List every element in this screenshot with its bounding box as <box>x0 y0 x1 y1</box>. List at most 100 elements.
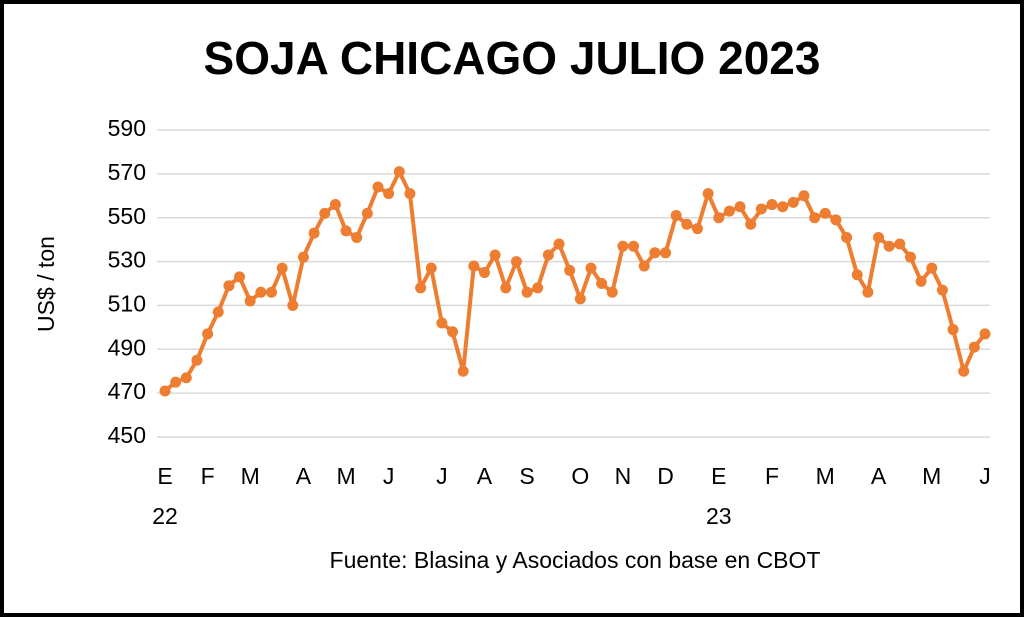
point <box>180 372 192 384</box>
point <box>170 376 182 388</box>
y-tick-label: 450 <box>108 422 146 448</box>
point <box>958 365 970 377</box>
point <box>670 210 682 222</box>
point <box>617 240 629 252</box>
point <box>862 286 874 298</box>
point <box>340 225 352 237</box>
y-tick-label: 590 <box>108 115 146 141</box>
y-tick-label: 510 <box>108 291 146 317</box>
point <box>585 262 597 274</box>
point <box>329 199 341 211</box>
x-tick-label: F <box>765 463 779 489</box>
point <box>255 286 267 298</box>
point <box>415 282 427 294</box>
x-tick-label: A <box>871 463 887 489</box>
x-year-label: 22 <box>152 503 178 529</box>
x-tick-label: A <box>296 463 312 489</box>
point <box>681 218 693 230</box>
point <box>372 181 384 193</box>
x-tick-label: N <box>615 463 632 489</box>
point <box>542 249 554 261</box>
x-tick-label: M <box>816 463 835 489</box>
point <box>904 251 916 263</box>
x-tick-label: M <box>241 463 260 489</box>
point <box>489 249 501 261</box>
point <box>638 260 650 272</box>
point <box>191 354 203 366</box>
point <box>947 324 959 336</box>
chart-title: SOJA CHICAGO JULIO 2023 <box>204 32 821 84</box>
x-tick-label: J <box>383 463 395 489</box>
point <box>436 317 448 329</box>
x-year-label: 23 <box>706 503 732 529</box>
point <box>308 227 320 239</box>
point <box>979 328 991 340</box>
point <box>745 218 757 230</box>
point <box>212 306 224 318</box>
point <box>777 201 789 213</box>
x-tick-label: F <box>201 463 215 489</box>
y-tick-label: 570 <box>108 159 146 185</box>
point <box>297 251 309 263</box>
point <box>841 231 853 243</box>
x-tick-label: S <box>519 463 534 489</box>
point <box>234 271 246 283</box>
point <box>713 212 725 224</box>
y-tick-label: 470 <box>108 378 146 404</box>
point <box>500 282 512 294</box>
point <box>425 262 437 274</box>
point <box>287 299 299 311</box>
point <box>564 264 576 276</box>
point <box>894 238 906 250</box>
x-tick-label: M <box>336 463 355 489</box>
point <box>361 207 373 219</box>
point <box>478 267 490 279</box>
x-tick-label: J <box>979 463 991 489</box>
point <box>819 207 831 219</box>
y-axis-label: US$ / ton <box>33 236 59 332</box>
x-tick-label: E <box>157 463 172 489</box>
x-tick-label: M <box>922 463 941 489</box>
point <box>510 256 522 268</box>
point <box>734 201 746 213</box>
x-tick-label: D <box>657 463 674 489</box>
x-tick-label: E <box>711 463 726 489</box>
point <box>798 190 810 202</box>
x-tick-label: O <box>571 463 589 489</box>
point <box>468 260 480 272</box>
point <box>265 286 277 298</box>
point <box>649 247 661 259</box>
point <box>968 341 980 353</box>
point <box>383 188 395 200</box>
point <box>404 188 416 200</box>
y-tick-label: 550 <box>108 203 146 229</box>
point <box>936 284 948 296</box>
point <box>691 223 703 235</box>
point <box>521 286 533 298</box>
point <box>926 262 938 274</box>
point <box>596 278 608 289</box>
point <box>351 231 363 243</box>
point <box>830 214 842 226</box>
point <box>553 238 565 250</box>
point <box>809 212 821 224</box>
point <box>915 275 927 287</box>
x-tick-label: J <box>436 463 448 489</box>
point <box>660 247 672 259</box>
point <box>574 293 586 305</box>
point <box>883 240 895 252</box>
point <box>873 231 885 243</box>
y-tick-label: 490 <box>108 334 146 360</box>
point <box>319 207 331 219</box>
point <box>244 295 256 307</box>
point <box>755 203 767 215</box>
point <box>159 385 171 397</box>
point <box>628 240 640 252</box>
point <box>202 328 214 340</box>
point <box>457 365 469 377</box>
point <box>787 196 799 208</box>
point <box>223 280 235 292</box>
y-tick-label: 530 <box>108 247 146 273</box>
